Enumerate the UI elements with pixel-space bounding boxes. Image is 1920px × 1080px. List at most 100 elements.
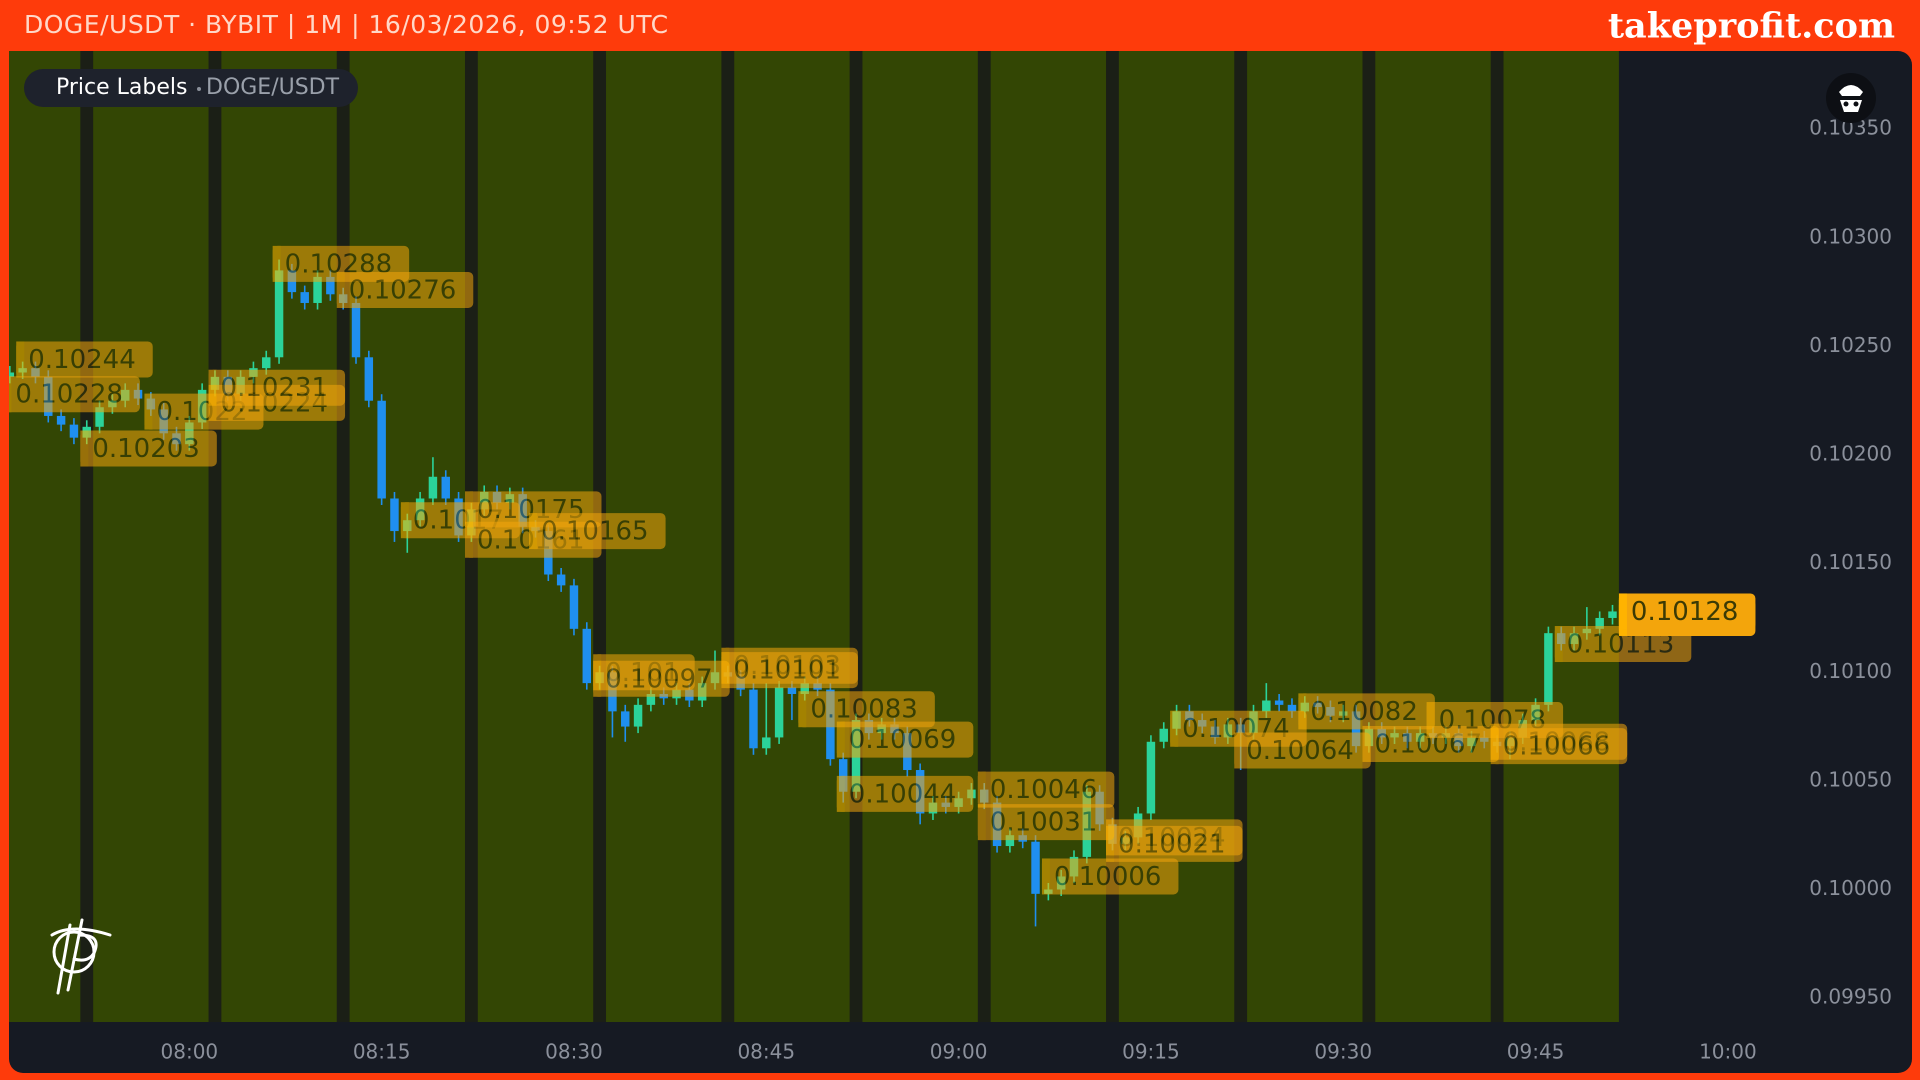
- candle-body: [1608, 611, 1617, 618]
- price-label-text: 0.10066: [1503, 732, 1611, 762]
- x-tick-label: 09:45: [1507, 1040, 1565, 1064]
- price-label: 0.10069: [836, 721, 974, 758]
- candle-body: [364, 357, 374, 401]
- x-tick-label: 09:30: [1314, 1040, 1372, 1064]
- price-label-accent: [1362, 725, 1371, 762]
- price-label-accent: [1426, 702, 1435, 739]
- price-label-box: [1298, 693, 1435, 730]
- price-label-box: [1234, 732, 1371, 769]
- y-tick-label: 0.10100: [1809, 659, 1892, 683]
- price-label: 0.10128: [1618, 593, 1756, 630]
- price-label-box: [1106, 825, 1243, 862]
- price-label: 0.10046: [977, 771, 1115, 808]
- price-label-accent: [977, 804, 986, 841]
- candle-body: [428, 476, 438, 499]
- price-label-accent: [836, 721, 845, 758]
- price-label-accent: [798, 691, 807, 728]
- candle-body: [1287, 704, 1297, 712]
- price-label-accent: [977, 771, 986, 808]
- legend-separator: [197, 87, 201, 91]
- price-label-box: [16, 341, 153, 378]
- price-label-box: [80, 430, 217, 467]
- x-tick-label: 10:00: [1699, 1040, 1757, 1064]
- x-tick-label: 08:45: [737, 1040, 795, 1064]
- price-label-text: 0.10101: [733, 656, 841, 686]
- price-label-accent: [80, 430, 89, 467]
- candle-body: [1274, 700, 1284, 705]
- price-label-accent: [1490, 728, 1499, 765]
- price-label-accent: [529, 513, 538, 550]
- candle-body: [351, 302, 361, 358]
- y-tick-label: 0.10200: [1809, 442, 1892, 466]
- legend-symbol[interactable]: DOGE/USDT: [206, 75, 340, 100]
- legend-pill[interactable]: [24, 69, 358, 107]
- candle-body: [441, 476, 450, 499]
- price-label-text: 0.10082: [1310, 697, 1418, 727]
- price-label-box: [9, 376, 140, 413]
- price-label: 0.10101: [721, 652, 858, 689]
- candle-body: [95, 407, 104, 427]
- candle-body: [1146, 741, 1156, 814]
- watermark-logo: [50, 918, 112, 995]
- price-label: 0.10031: [977, 804, 1115, 841]
- y-tick-label: 0.10150: [1809, 550, 1892, 574]
- legend-name[interactable]: Price Labels: [56, 75, 187, 100]
- price-label-text: 0.10046: [990, 775, 1098, 805]
- avatar-eye: [1853, 101, 1859, 107]
- candle-body: [774, 687, 784, 738]
- time-column: [1247, 51, 1363, 1022]
- price-label: 0.10276: [336, 271, 474, 308]
- candle-body: [1544, 633, 1553, 705]
- user-avatar[interactable]: [1826, 73, 1876, 123]
- logo-stroke: [56, 923, 72, 995]
- candle-body: [274, 270, 284, 358]
- price-label-text: 0.10069: [849, 725, 957, 755]
- x-tick-label: 08:30: [545, 1040, 603, 1064]
- x-tick-label: 08:00: [161, 1040, 219, 1064]
- price-label-box: [836, 775, 974, 812]
- candle-body: [569, 585, 579, 629]
- price-label-text: 0.10203: [92, 434, 200, 464]
- y-tick-label: 0.09950: [1809, 985, 1892, 1009]
- y-tick-label: 0.10050: [1809, 767, 1892, 791]
- legend[interactable]: Price Labels DOGE/USDT: [24, 69, 358, 107]
- price-label: 0.10231: [208, 369, 346, 406]
- price-label-text: 0.10044: [849, 779, 957, 809]
- price-label-accent: [16, 341, 25, 378]
- price-label-text: 0.10083: [810, 695, 918, 725]
- candle-body: [633, 704, 643, 727]
- candle-body: [300, 292, 309, 303]
- candle-body: [56, 415, 66, 425]
- price-label: 0.10244: [16, 341, 153, 378]
- candle-body: [1031, 841, 1040, 894]
- time-column: [1503, 51, 1619, 1022]
- price-label: 0.10006: [1041, 858, 1179, 895]
- time-column: [1375, 51, 1491, 1022]
- time-column: [862, 51, 978, 1022]
- price-label: 0.10082: [1298, 693, 1435, 730]
- candle-body: [1262, 700, 1271, 712]
- price-label-box: [529, 513, 666, 550]
- candle-body: [838, 759, 848, 792]
- price-label-accent: [1234, 732, 1243, 769]
- price-label-text: 0.10231: [221, 373, 329, 403]
- price-label-text: 0.10244: [28, 345, 136, 375]
- price-label-accent: [208, 369, 217, 406]
- price-label-accent: [1041, 858, 1050, 895]
- header-title: DOGE/USDT · BYBIT | 1M | 16/03/2026, 09:…: [24, 10, 669, 39]
- candle-body: [1159, 728, 1168, 742]
- price-label-accent: [593, 660, 602, 697]
- candle-body: [262, 357, 271, 369]
- logo-ring: [52, 930, 96, 974]
- brand: takeprofit.com: [1608, 6, 1895, 47]
- candle-body: [390, 498, 399, 532]
- candle-body: [1595, 617, 1604, 629]
- candle-body: [69, 424, 79, 438]
- price-label: 0.10228: [9, 376, 140, 413]
- avatar-circle[interactable]: [1826, 73, 1876, 123]
- price-label-accent: [464, 521, 473, 558]
- price-label-accent: [272, 245, 281, 282]
- price-label-box: [593, 660, 730, 697]
